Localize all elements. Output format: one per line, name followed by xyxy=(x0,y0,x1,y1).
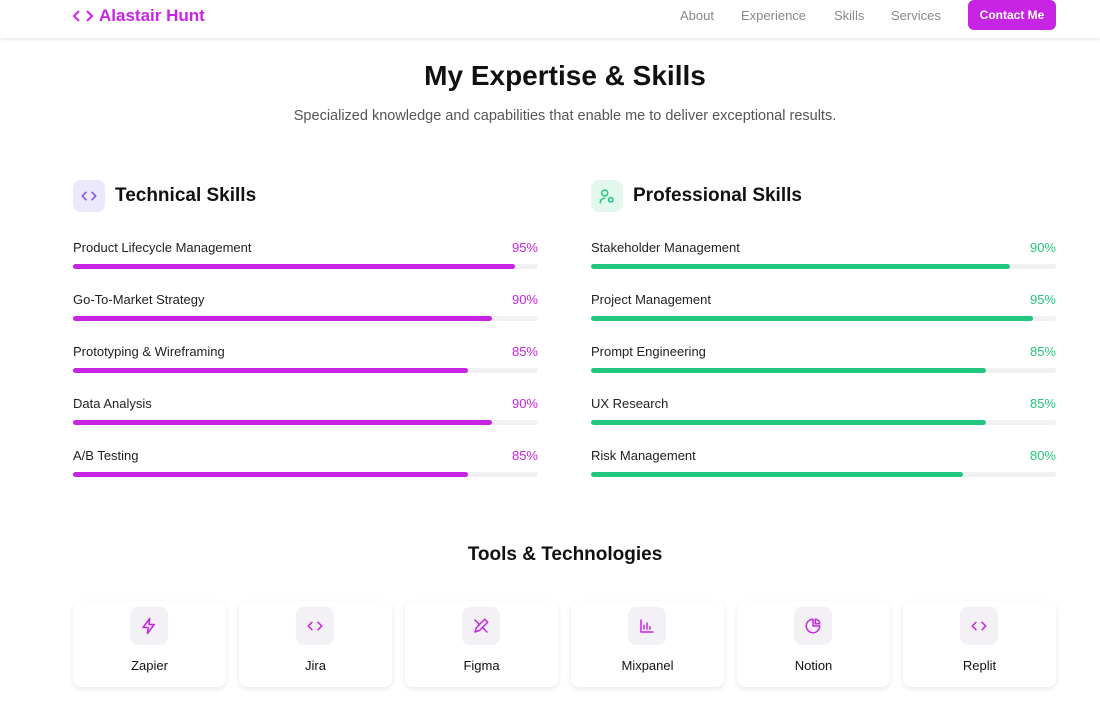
skill-track xyxy=(591,264,1056,269)
tool-name: Figma xyxy=(463,658,500,673)
skill-name: Prototyping & Wireframing xyxy=(73,344,225,359)
skill-percent: 95% xyxy=(1029,292,1056,307)
skill-bar xyxy=(73,472,469,477)
skill-track xyxy=(73,420,538,425)
nav-link[interactable]: Experience xyxy=(741,8,807,23)
skill-name: Project Management xyxy=(591,292,711,307)
skill-bar xyxy=(591,472,963,477)
skill-name: A/B Testing xyxy=(73,448,139,463)
skill-track xyxy=(73,368,538,373)
page-title: My Expertise & Skills xyxy=(424,60,706,91)
skill-percent: 95% xyxy=(511,240,538,255)
tools-title: Tools & Technologies xyxy=(467,544,663,565)
nav-link[interactable]: About xyxy=(680,8,714,23)
tool-card: Mixpanel xyxy=(571,601,724,687)
skill-percent: 90% xyxy=(511,396,538,411)
icon xyxy=(307,621,323,631)
skill-percent: 85% xyxy=(1029,344,1056,359)
icon xyxy=(474,618,489,633)
skill-percent: 90% xyxy=(1029,240,1056,255)
skill-bar xyxy=(73,316,492,321)
tool-name: Jira xyxy=(305,658,326,673)
skill-track xyxy=(73,316,538,321)
section-icon xyxy=(73,180,105,212)
tool-icon xyxy=(628,607,666,645)
page-subtitle: Specialized knowledge and capabilities t… xyxy=(293,108,837,124)
skill-bar xyxy=(73,264,515,269)
skill-name: Prompt Engineering xyxy=(591,344,706,359)
section-icon xyxy=(591,180,623,212)
icon xyxy=(81,191,97,201)
skill-track xyxy=(591,420,1056,425)
skill-track xyxy=(591,368,1056,373)
contact-button[interactable]: Contact Me xyxy=(968,0,1056,30)
skill-percent: 80% xyxy=(1029,448,1056,463)
brand-name[interactable]: Alastair Hunt xyxy=(99,6,205,25)
tool-name: Notion xyxy=(794,658,833,673)
brand[interactable]: Alastair Hunt xyxy=(73,6,205,26)
skill-name: Risk Management xyxy=(591,448,696,463)
skill-bar xyxy=(73,420,492,425)
tool-icon xyxy=(462,607,500,645)
navbar: Alastair Hunt Contact Me About Experience… xyxy=(0,0,1100,38)
skill-bar xyxy=(591,368,987,373)
skill-bar xyxy=(591,420,987,425)
icon xyxy=(640,619,654,633)
skill-percent: 85% xyxy=(1029,396,1056,411)
tool-name: Mixpanel xyxy=(621,658,674,673)
tool-icon xyxy=(794,607,832,645)
nav-link[interactable]: Services xyxy=(891,8,941,23)
skill-name: Data Analysis xyxy=(73,396,152,411)
icon xyxy=(599,189,614,204)
skill-track xyxy=(591,472,1056,477)
skill-percent: 90% xyxy=(511,292,538,307)
nav-link[interactable]: Skills xyxy=(834,8,865,23)
section-title: Technical Skills xyxy=(115,185,257,206)
section-title: Professional Skills xyxy=(633,185,802,206)
tool-name: Replit xyxy=(962,658,997,673)
tool-card: Zapier xyxy=(73,601,226,687)
skill-name: UX Research xyxy=(591,396,669,411)
tool-name: Zapier xyxy=(131,658,168,673)
skill-track xyxy=(591,316,1056,321)
brand-icon xyxy=(73,10,93,22)
skill-percent: 85% xyxy=(511,344,538,359)
skill-percent: 85% xyxy=(511,448,538,463)
skill-name: Go-To-Market Strategy xyxy=(73,292,205,307)
skill-bar xyxy=(591,264,1010,269)
tool-card: Jira xyxy=(239,601,392,687)
tool-icon xyxy=(130,607,168,645)
icon xyxy=(805,618,821,634)
skill-track xyxy=(73,472,538,477)
tool-card: Figma xyxy=(405,601,558,687)
tool-card: Notion xyxy=(737,601,890,687)
skill-name: Product Lifecycle Management xyxy=(73,240,252,255)
icon xyxy=(971,621,987,631)
tool-icon xyxy=(296,607,334,645)
skill-name: Stakeholder Management xyxy=(591,240,740,255)
skill-bar xyxy=(591,316,1033,321)
tool-card: Replit xyxy=(903,601,1056,687)
skill-track xyxy=(73,264,538,269)
icon xyxy=(142,617,155,635)
skill-bar xyxy=(73,368,469,373)
tool-icon xyxy=(960,607,998,645)
